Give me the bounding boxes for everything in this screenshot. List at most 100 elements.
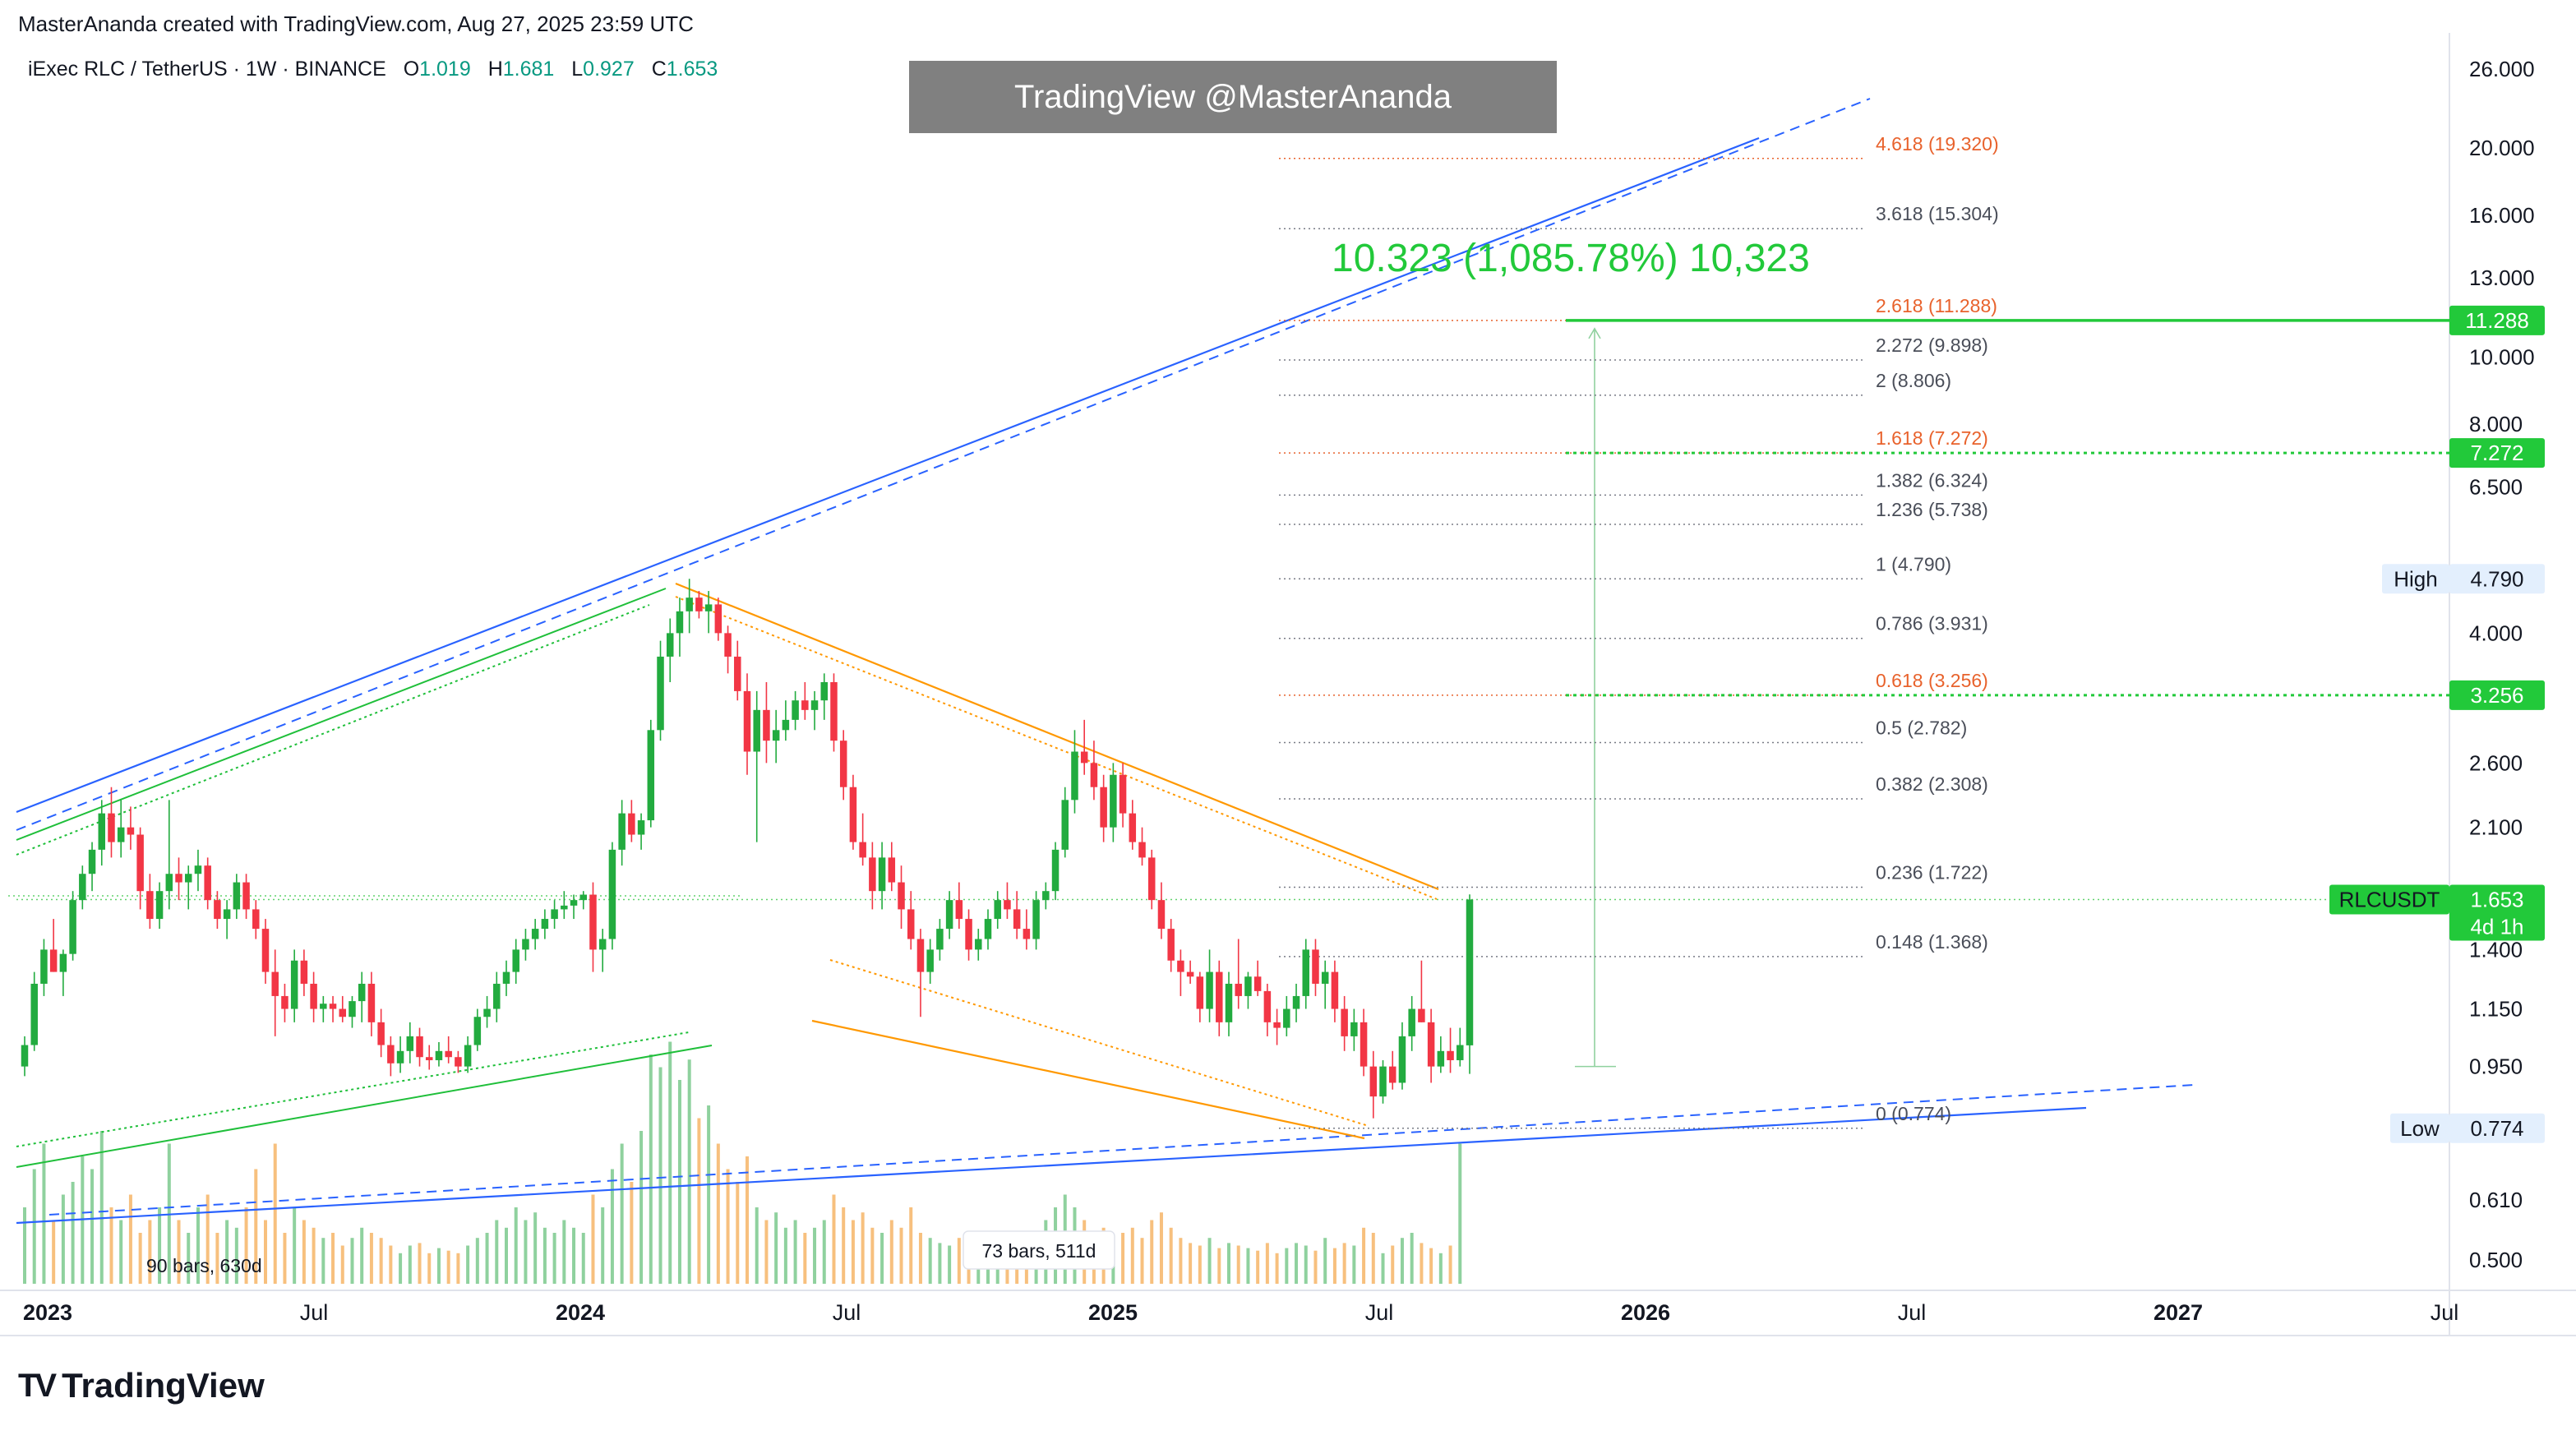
candle-body	[1418, 1008, 1425, 1022]
volume-bar	[369, 1233, 373, 1284]
candle-body	[21, 1045, 29, 1067]
volume-bar	[514, 1207, 518, 1284]
candle-body	[820, 681, 829, 701]
volume-bar	[639, 1131, 644, 1284]
volume-bar	[205, 1194, 210, 1284]
candle-body	[1408, 1008, 1415, 1036]
candle-body	[975, 939, 982, 950]
channel-upper-solid-line	[16, 136, 1760, 814]
volume-bar	[128, 1194, 132, 1284]
symbol-name[interactable]: iExec RLC / TetherUS · 1W · BINANCE	[28, 58, 386, 81]
tradingview-logo[interactable]: TV TradingView	[18, 1366, 265, 1405]
volume-bar	[456, 1253, 460, 1284]
x-tick-label: 2027	[2154, 1300, 2203, 1325]
candle-body	[763, 709, 770, 741]
candle-body	[377, 1022, 385, 1045]
created-note: MasterAnanda created with TradingView.co…	[18, 12, 694, 36]
candle-body	[406, 1036, 414, 1051]
volume-bar	[283, 1233, 287, 1284]
volume-bar	[264, 1220, 267, 1284]
volume-bar	[822, 1220, 826, 1284]
candle-body	[165, 874, 173, 892]
volume-bar	[755, 1207, 759, 1284]
volume-bar	[1410, 1233, 1414, 1284]
volume-bar	[697, 1118, 701, 1284]
target-price-tag-text: 3.256	[2470, 683, 2523, 708]
candle-body	[136, 834, 144, 892]
volume-bar	[813, 1227, 817, 1284]
candle-body	[1013, 909, 1021, 930]
volume-bar	[880, 1233, 884, 1284]
volume-bar	[32, 1169, 36, 1284]
candle-body	[300, 960, 308, 984]
y-tick-label: 6.500	[2469, 474, 2523, 499]
fib-level-label: 0 (0.774)	[1876, 1103, 1951, 1124]
candle-body	[310, 983, 317, 1009]
candle-body	[945, 900, 953, 930]
candle-body	[155, 891, 164, 920]
candle-body	[320, 1004, 327, 1009]
volume-bar	[331, 1233, 335, 1284]
volume-bar	[1381, 1253, 1385, 1284]
watermark-box: TradingView @MasterAnanda	[909, 61, 1557, 133]
symbol-legend[interactable]: iExec RLC / TetherUS · 1W · BINANCE O1.0…	[28, 58, 718, 81]
volume-bar	[196, 1207, 200, 1284]
channel-lower-dashed-line	[48, 1084, 2195, 1216]
volume-bar	[793, 1220, 797, 1284]
candle-body	[1427, 1022, 1435, 1067]
y-tick-label: 4.000	[2469, 621, 2523, 645]
volume-bar	[552, 1233, 556, 1284]
candle-body	[676, 611, 684, 634]
volume-bar	[572, 1227, 576, 1284]
fib-level-label: 1 (4.790)	[1876, 553, 1951, 574]
candle-body	[1042, 891, 1050, 901]
volume-bar	[148, 1220, 152, 1284]
candle-body	[1129, 813, 1137, 842]
volume-bar	[928, 1238, 932, 1284]
high-value: 1.681	[502, 58, 555, 81]
candle-body	[916, 939, 925, 972]
candle-body	[425, 1057, 433, 1060]
fib-level-label: 3.618 (15.304)	[1876, 203, 1999, 224]
candle-body	[782, 719, 790, 731]
high-marker-value-box	[2449, 564, 2545, 594]
candle-body	[1350, 1022, 1358, 1036]
volume-bar	[1458, 1143, 1462, 1284]
volume-bar	[1159, 1212, 1163, 1284]
candle-body	[704, 604, 713, 611]
volume-bar	[1265, 1243, 1269, 1284]
candle-body	[1369, 1066, 1378, 1097]
volume-bar	[340, 1245, 344, 1284]
candle-body	[628, 813, 635, 835]
x-tick-label: Jul	[1898, 1300, 1927, 1325]
candle-body	[926, 949, 934, 972]
candle-body	[1253, 976, 1262, 991]
target-price-tag	[2449, 305, 2545, 335]
candle-body	[223, 909, 231, 920]
volume-bar	[312, 1227, 316, 1284]
candle-body	[598, 939, 607, 950]
candle-body	[522, 939, 529, 950]
volume-bar	[1362, 1227, 1366, 1284]
axis-layer: 26.000 20.000 16.000 13.000 10.000 8.000 6.500…	[23, 57, 2535, 1325]
fib-level-label: 0.148 (1.368)	[1876, 931, 1988, 953]
fib-level-label: 2 (8.806)	[1876, 370, 1951, 391]
volume-bar	[1130, 1227, 1134, 1284]
candle-body	[1283, 1008, 1290, 1028]
candle-body	[49, 949, 58, 972]
volume-bar	[707, 1105, 711, 1284]
volume-bar	[158, 1207, 162, 1284]
volume-bar	[446, 1250, 450, 1284]
volume-bar	[187, 1233, 191, 1284]
volume-bar	[475, 1238, 479, 1284]
candle-body	[686, 598, 693, 611]
volume-bar	[177, 1220, 181, 1284]
volume-bar	[61, 1194, 65, 1284]
candle-body	[502, 971, 510, 984]
candle-body	[127, 827, 135, 835]
range-label-73-bars: 73 bars, 511d	[982, 1240, 1096, 1262]
volume-bar	[1295, 1243, 1299, 1284]
candle-body	[955, 900, 963, 920]
candle-body	[839, 741, 847, 787]
